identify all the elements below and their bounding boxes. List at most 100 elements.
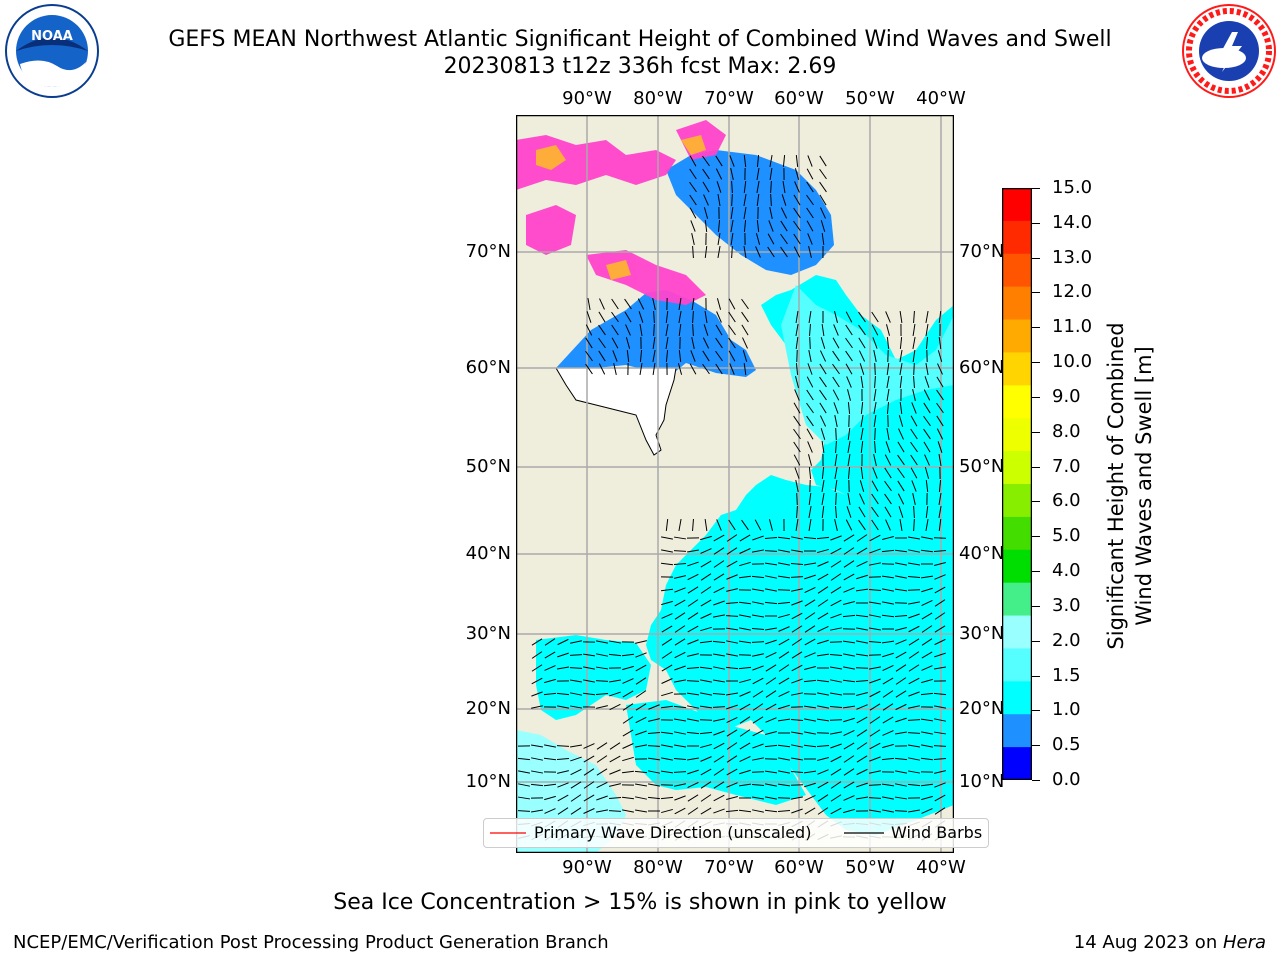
colorbar-segment: [1002, 484, 1032, 518]
wind-barb: [544, 795, 556, 801]
wind-barb: [635, 716, 647, 724]
wind-barb: [674, 612, 686, 620]
wind-barb: [920, 692, 934, 696]
wind-barb: [910, 467, 918, 479]
colorbar-tick-mark: [1032, 640, 1040, 642]
wind-barb: [869, 690, 881, 698]
wind-barb: [728, 519, 736, 531]
colorbar-tick: 6.0: [1052, 490, 1081, 512]
wind-barb: [702, 155, 710, 167]
wind-barb: [635, 783, 647, 787]
wind-barb: [934, 794, 946, 802]
wind-barb: [726, 574, 738, 580]
wind-barb: [925, 479, 929, 493]
wind-barb: [934, 782, 946, 788]
wind-barb: [752, 677, 764, 685]
wind-barb: [895, 664, 907, 672]
wind-barb: [686, 692, 700, 696]
wind-barb: [806, 415, 814, 427]
wind-barb: [585, 324, 593, 336]
wind-barb: [751, 641, 765, 643]
wind-barb: [738, 809, 752, 813]
colorbar-tick: 3.0: [1052, 594, 1081, 616]
masked-region: [555, 367, 677, 456]
wind-barb: [598, 350, 606, 362]
wind-barb: [677, 363, 683, 375]
wind-barb: [556, 758, 570, 760]
lon-tick-top: 40°W: [916, 88, 966, 109]
wind-barb: [692, 323, 694, 337]
colorbar-tick-mark: [1032, 571, 1040, 573]
wind-barb: [778, 677, 790, 685]
wind-barb: [638, 311, 644, 323]
wind-barb: [907, 783, 921, 787]
wind-barb: [742, 337, 748, 349]
colorbar-tick-mark: [1032, 362, 1040, 364]
wind-barb: [715, 337, 723, 349]
wind-barb: [881, 614, 895, 618]
wind-barb: [557, 770, 569, 774]
wind-barb: [791, 536, 803, 540]
wind-barb: [661, 651, 673, 659]
wind-barb: [648, 783, 660, 787]
colorbar-segment: [1002, 352, 1032, 386]
wind-barb: [742, 350, 748, 362]
wind-barb: [767, 246, 775, 258]
wind-barb: [934, 586, 946, 594]
wind-barb: [702, 350, 710, 362]
wind-barb: [609, 742, 621, 750]
wind-barb: [531, 809, 543, 813]
wind-barb: [777, 536, 791, 540]
wind-barb: [660, 796, 674, 800]
wind-barb: [832, 350, 840, 362]
wind-barb: [791, 651, 803, 659]
colorbar-tick-mark: [1032, 675, 1040, 677]
wind-barb: [661, 664, 673, 672]
colorbar-tick-mark: [1032, 605, 1040, 607]
wind-barb: [611, 298, 619, 310]
wind-barb: [689, 363, 697, 375]
wind-barb: [804, 652, 816, 658]
wind-barb: [832, 376, 840, 388]
wind-barb: [856, 768, 868, 776]
wind-barb: [808, 466, 812, 480]
wind-barb: [687, 794, 699, 802]
wind-barb: [752, 796, 764, 800]
wind-barb: [858, 311, 866, 323]
wind-barb: [881, 575, 895, 579]
wind-barb: [924, 467, 930, 479]
wind-barb: [674, 718, 686, 722]
wind-barb: [834, 311, 838, 323]
wind-barb: [609, 640, 621, 644]
wind-barb: [856, 627, 868, 631]
map-title: GEFS MEAN Northwest Atlantic Significant…: [168, 27, 1112, 52]
wind-barb: [817, 769, 829, 775]
wind-barb: [908, 601, 920, 605]
wind-barb: [726, 704, 738, 710]
wind-barb: [803, 679, 817, 683]
wind-barb: [717, 194, 721, 206]
wind-barb: [728, 337, 736, 349]
wind-barb: [704, 219, 708, 233]
wind-barb: [700, 807, 712, 815]
wind-barb: [583, 808, 595, 814]
wind-barb: [874, 362, 876, 376]
wind-barb: [817, 561, 829, 567]
wind-barb: [598, 311, 606, 323]
wind-barb: [691, 337, 695, 349]
wind-barb: [741, 311, 749, 323]
wind-barb: [739, 755, 751, 763]
colorbar-tick: 9.0: [1052, 385, 1081, 407]
wind-barb: [780, 207, 788, 219]
wind-barb: [596, 768, 608, 776]
wind-barb: [807, 363, 813, 375]
wind-barb: [830, 731, 842, 735]
wind-barb: [845, 311, 853, 323]
wind-barb: [793, 246, 801, 258]
wind-barb: [819, 181, 827, 193]
wind-barb: [795, 480, 799, 492]
wind-barb: [855, 796, 869, 800]
wind-barb: [652, 298, 656, 310]
wind-barb: [830, 586, 842, 594]
wind-barb: [925, 336, 929, 350]
